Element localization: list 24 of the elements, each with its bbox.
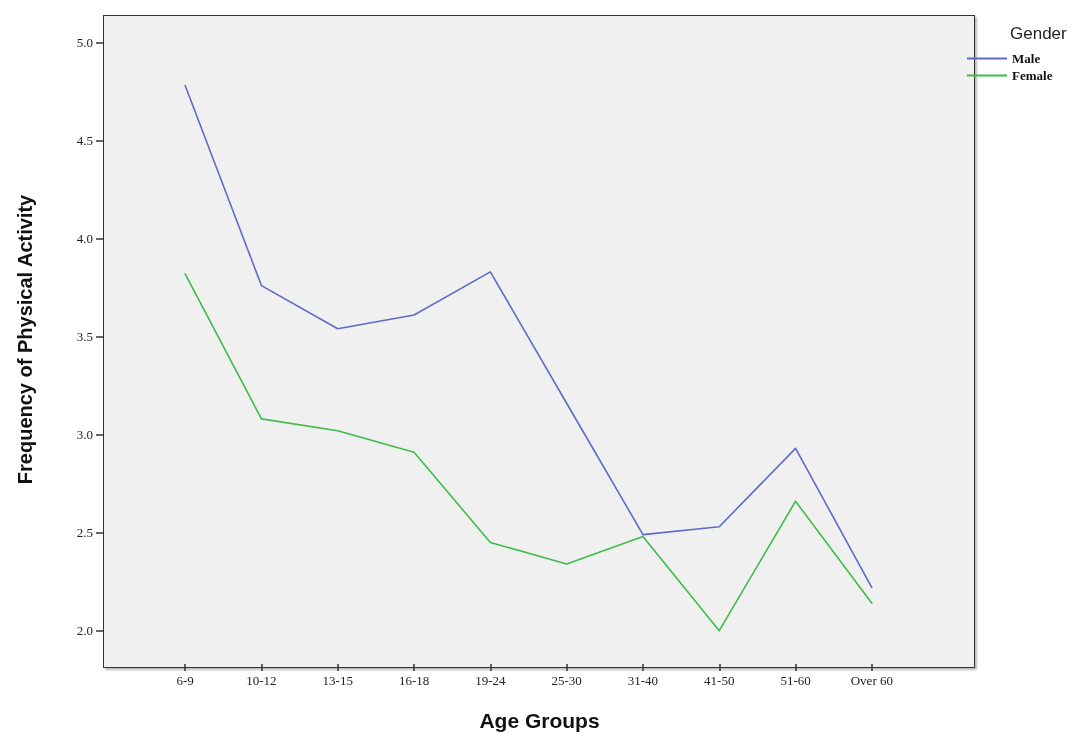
x-tick-label: 13-15 (322, 673, 353, 688)
y-tick-label: 2.0 (76, 623, 93, 639)
x-tick-label: 25-30 (551, 673, 582, 688)
y-tick-label: 3.0 (76, 427, 93, 443)
y-tick-label: 3.5 (76, 329, 93, 345)
x-tick-label: 41-50 (704, 673, 735, 688)
y-tick-label: 4.0 (76, 231, 93, 247)
x-tick-label: 16-18 (398, 673, 430, 688)
legend-title: Gender (1010, 24, 1068, 43)
line-series (184, 273, 873, 632)
x-tick-label: Over 60 (850, 673, 893, 688)
y-tick-label: 5.0 (76, 34, 93, 50)
line-series (184, 84, 873, 589)
legend-label: Male (1012, 51, 1041, 66)
x-tick-label: 6-9 (176, 673, 194, 688)
x-axis-title: Age Groups (479, 709, 600, 732)
y-axis-title: Frequency of Physical Activity (14, 193, 36, 485)
x-tick-label: 31-40 (627, 673, 659, 688)
y-tick-label: 2.5 (76, 525, 93, 541)
legend-label: Female (1012, 68, 1053, 83)
y-tick-label: 4.5 (76, 132, 93, 148)
x-tick-label: 10-12 (246, 673, 277, 688)
x-tick-label: 19-24 (475, 673, 507, 688)
x-tick-label: 51-60 (780, 673, 811, 688)
